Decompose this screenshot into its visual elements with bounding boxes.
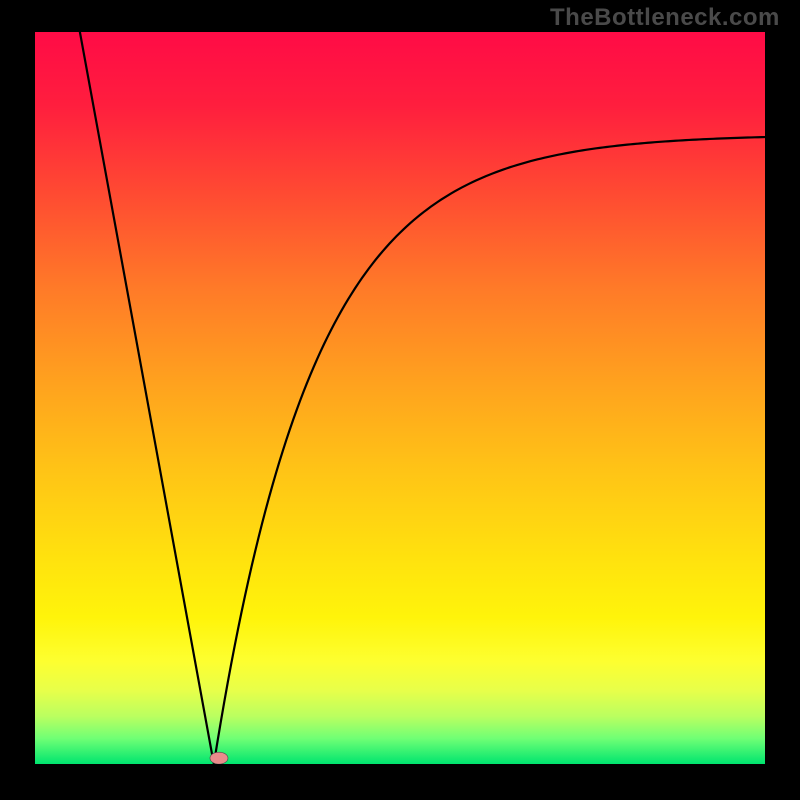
watermark-text: TheBottleneck.com: [550, 4, 780, 32]
vertex-marker: [210, 752, 228, 764]
plot-area: [35, 32, 765, 764]
plot-svg: [35, 32, 765, 764]
